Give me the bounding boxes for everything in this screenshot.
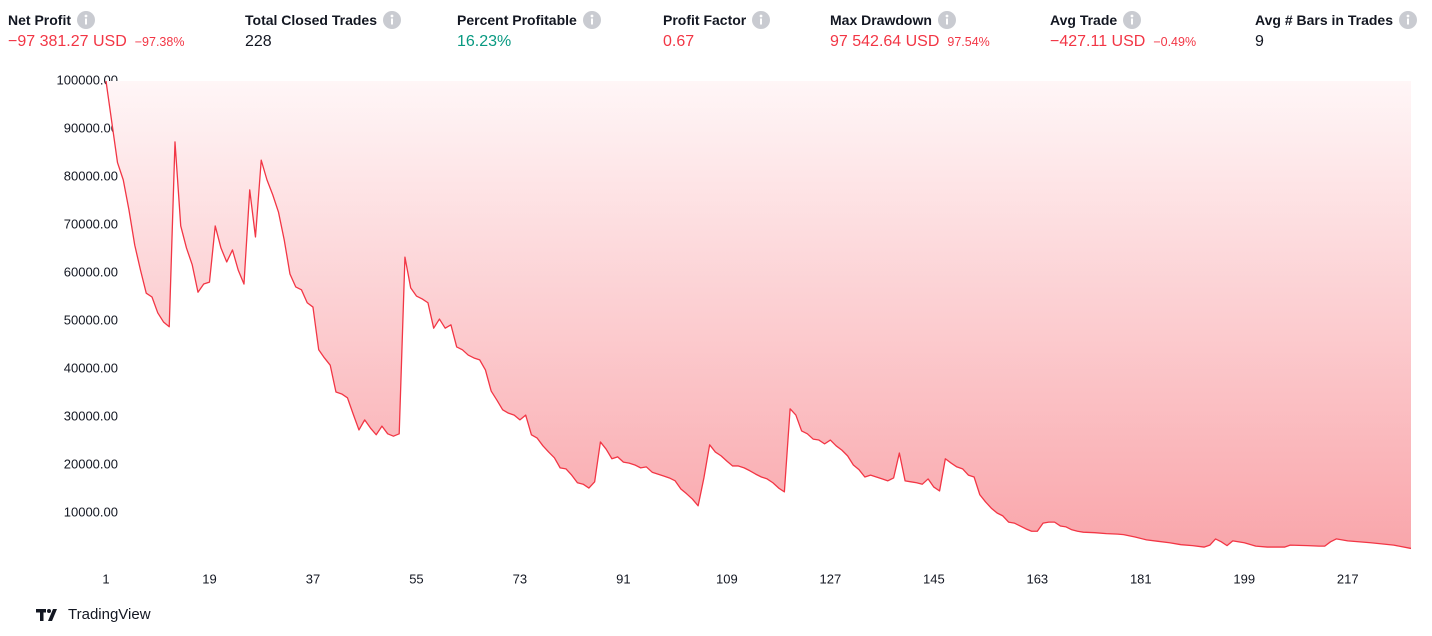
y-tick-label: 20000.00 [64, 456, 118, 471]
y-tick-label: 100000.00 [57, 72, 118, 87]
stat-label-text: Max Drawdown [830, 12, 932, 28]
info-icon-dot [1406, 14, 1410, 18]
stat-value: 9 [1255, 33, 1264, 50]
area-fill [106, 81, 1411, 549]
stat-label: Net Profit [8, 10, 184, 30]
stat: Avg # Bars in Trades 9 [1255, 10, 1417, 54]
stat-percent: 97.54% [947, 35, 990, 49]
y-tick-label: 80000.00 [64, 168, 118, 183]
stat-value-row: 97 542.64 USD 97.54% [830, 30, 990, 54]
stat-value: 228 [245, 33, 272, 50]
y-tick-label: 30000.00 [64, 408, 118, 423]
x-tick-label: 145 [923, 571, 945, 586]
stat-value-row: 228 [245, 30, 401, 54]
stat: Net Profit −97 381.27 USD −97.38% [8, 10, 184, 54]
x-tick-label: 55 [409, 571, 423, 586]
stat-value: 0.67 [663, 33, 695, 50]
stat-label: Avg Trade [1050, 10, 1196, 30]
stat-label-text: Avg # Bars in Trades [1255, 12, 1393, 28]
stat-label: Avg # Bars in Trades [1255, 10, 1417, 30]
x-tick-label: 163 [1026, 571, 1048, 586]
brand-logo [36, 608, 57, 621]
info-icon-dot [590, 14, 594, 18]
y-tick-label: 40000.00 [64, 360, 118, 375]
stat-percent: −97.38% [134, 35, 185, 49]
x-tick-label: 217 [1337, 571, 1359, 586]
x-tick-label: 19 [202, 571, 216, 586]
stats-bar: Net Profit −97 381.27 USD −97.38% Total Clo… [0, 0, 1432, 60]
stat: Max Drawdown 97 542.64 USD 97.54% [830, 10, 990, 54]
stat-label: Profit Factor [663, 10, 771, 30]
stat-value-row: 16.23% [457, 30, 601, 54]
info-icon-dot [84, 14, 88, 18]
stat: Total Closed Trades 228 [245, 10, 401, 54]
info-icon-bar [760, 18, 763, 25]
stat: Profit Factor 0.67 [663, 10, 771, 54]
info-icon[interactable] [1123, 11, 1142, 29]
stat: Percent Profitable 16.23% [457, 10, 601, 54]
info-icon[interactable] [752, 11, 771, 29]
brand: TradingView [36, 606, 151, 623]
x-tick-label: 109 [716, 571, 738, 586]
stat-label: Percent Profitable [457, 10, 601, 30]
y-tick-label: 10000.00 [64, 504, 118, 519]
info-icon-bar [85, 18, 87, 25]
y-tick-label: 50000.00 [64, 312, 118, 327]
stat-label: Max Drawdown [830, 10, 990, 30]
stat-value: 97 542.64 USD [830, 33, 940, 50]
stat-value: −427.11 USD [1050, 33, 1146, 50]
info-icon-bar [1406, 18, 1409, 25]
info-icon-dot [759, 14, 763, 18]
info-icon[interactable] [937, 11, 956, 29]
y-tick-label: 60000.00 [64, 264, 118, 279]
stat-label-text: Avg Trade [1050, 12, 1118, 28]
info-icon[interactable] [582, 11, 601, 29]
stat-value: −97 381.27 USD [8, 33, 127, 50]
stat-label-text: Total Closed Trades [245, 12, 377, 28]
x-tick-label: 1 [102, 571, 109, 586]
brand-name: TradingView [68, 606, 151, 623]
stat-value-row: 9 [1255, 30, 1417, 54]
info-icon-bar [945, 18, 948, 25]
info-icon-dot [945, 14, 949, 18]
x-tick-label: 37 [306, 571, 320, 586]
y-tick-label: 90000.00 [64, 120, 118, 135]
stat-value: 16.23% [457, 33, 512, 50]
stat-label-text: Net Profit [8, 12, 71, 28]
y-tick-label: 70000.00 [64, 216, 118, 231]
info-icon-bar [590, 18, 593, 25]
x-tick-label: 181 [1130, 571, 1152, 586]
info-icon[interactable] [1398, 11, 1417, 29]
x-tick-label: 91 [616, 571, 630, 586]
equity-line [105, 80, 1412, 550]
stat-value-row: 0.67 [663, 30, 770, 54]
x-tick-label: 127 [820, 571, 842, 586]
stat-value-row: −427.11 USD −0.49% [1050, 30, 1196, 54]
stat-label: Total Closed Trades [245, 10, 401, 30]
info-icon-dot [390, 14, 394, 18]
stat-value-row: −97 381.27 USD −97.38% [8, 30, 184, 54]
stat-percent: −0.49% [1153, 35, 1197, 49]
info-icon-dot [1130, 14, 1134, 18]
info-icon[interactable] [383, 11, 401, 29]
info-icon-bar [1131, 18, 1134, 25]
x-tick-label: 199 [1233, 571, 1255, 586]
stat-label-text: Percent Profitable [457, 12, 577, 28]
stat-label-text: Profit Factor [663, 12, 747, 28]
stat: Avg Trade −427.11 USD −0.49% [1050, 10, 1196, 54]
info-icon-bar [391, 18, 393, 25]
info-icon[interactable] [77, 11, 95, 29]
x-tick-label: 73 [513, 571, 527, 586]
